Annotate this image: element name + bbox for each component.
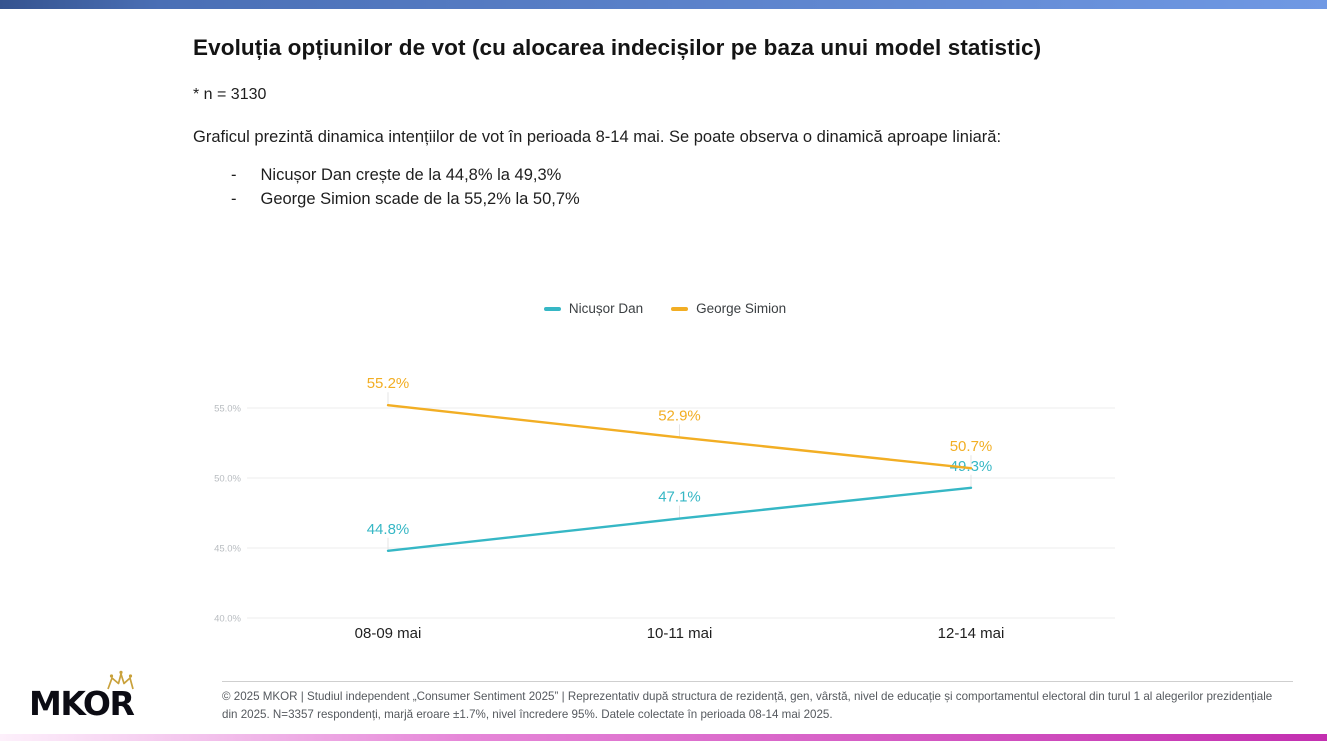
crown-icon: [107, 670, 134, 690]
mkor-logo: MKOR: [29, 670, 179, 730]
footer-divider: [222, 681, 1293, 682]
bottom-accent-bar: [0, 734, 1327, 741]
y-tick-label: 55.0%: [214, 404, 241, 415]
legend-swatch: [543, 306, 561, 311]
sample-size-note: * n = 3130: [193, 85, 267, 103]
top-accent-bar: [0, 0, 1327, 9]
x-tick-label: 08-09 mai: [355, 625, 422, 642]
page-title: Evoluția opțiunilor de vot (cu alocarea …: [193, 35, 1042, 60]
bullet-list: Nicușor Dan crește de la 44,8% la 49,3% …: [193, 163, 1203, 213]
x-tick-label: 10-11 mai: [647, 625, 713, 642]
legend-swatch: [671, 306, 689, 311]
data-point-label: 52.9%: [658, 407, 701, 424]
data-point-label: 44.8%: [367, 521, 410, 538]
y-tick-label: 40.0%: [214, 614, 241, 625]
legend-item[interactable]: George Simion: [671, 301, 786, 316]
bullet-text: Nicușor Dan crește de la 44,8% la 49,3%: [260, 165, 562, 184]
data-point-label: 50.7%: [950, 438, 993, 455]
mkor-logo-text: MKOR: [29, 684, 135, 723]
x-tick-label: 12-14 mai: [938, 625, 1005, 642]
data-point-label: 55.2%: [367, 375, 410, 392]
bullet-text: George Simion scade de la 55,2% la 50,7%: [260, 190, 580, 209]
y-tick-label: 45.0%: [214, 544, 241, 555]
legend-label: George Simion: [696, 301, 787, 316]
chart-description: Graficul prezintă dinamica intențiilor d…: [193, 127, 1002, 146]
chart-legend: Nicușor Dan George Simion: [200, 301, 1130, 316]
bullet-item: George Simion scade de la 55,2% la 50,7%: [231, 187, 1203, 212]
series-line[interactable]: [386, 404, 973, 470]
y-tick-label: 50.0%: [214, 474, 241, 485]
bullet-item: Nicușor Dan crește de la 44,8% la 49,3%: [231, 163, 1203, 188]
data-point-label: 47.1%: [658, 489, 701, 506]
header-block: Evoluția opțiunilor de vot (cu alocarea …: [193, 33, 1203, 212]
footer-copyright: © 2025 MKOR | Studiul independent „Consu…: [222, 690, 1273, 722]
legend-item[interactable]: Nicușor Dan: [543, 301, 644, 316]
line-chart[interactable]: 55.0% 50.0% 45.0% 40.0% 08-09 mai 10-11 mai 12…: [200, 355, 1130, 647]
series-line[interactable]: [386, 486, 973, 553]
legend-label: Nicușor Dan: [568, 301, 644, 316]
chart-area[interactable]: 55.0% 50.0% 45.0% 40.0% 08-09 mai 10-11 mai 12…: [200, 355, 1130, 647]
